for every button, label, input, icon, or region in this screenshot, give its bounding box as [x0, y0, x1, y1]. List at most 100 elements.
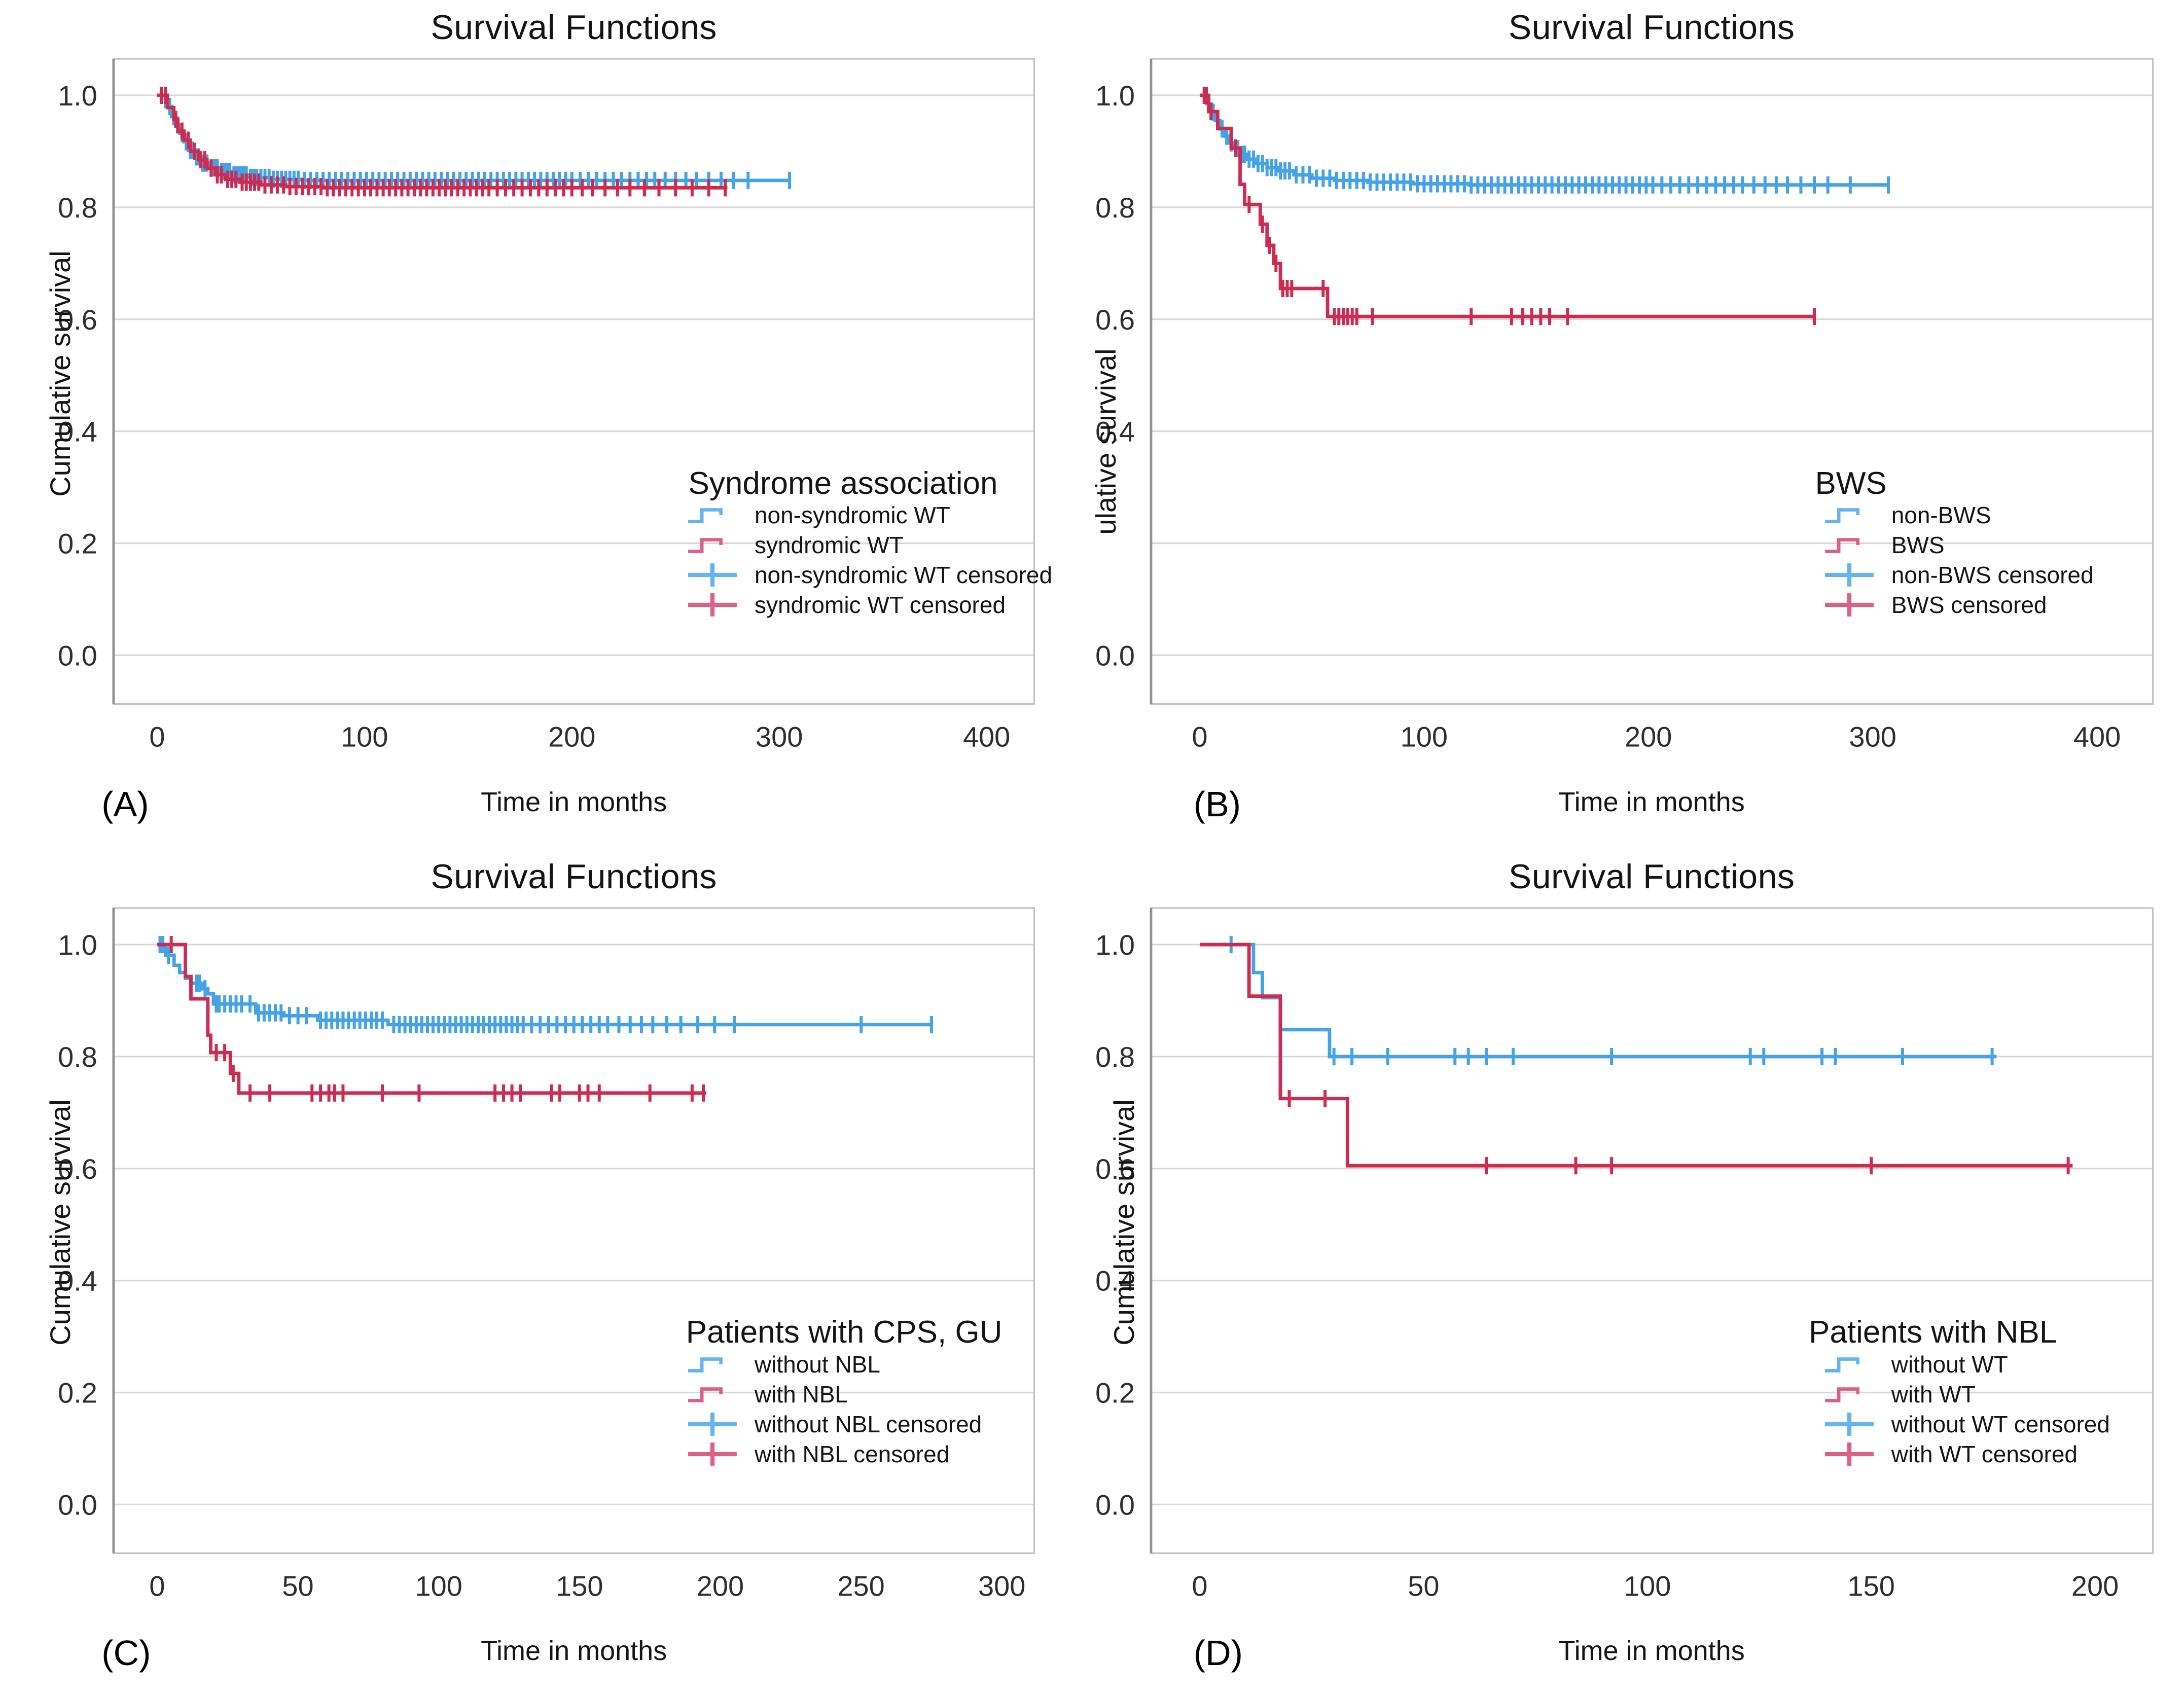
legend-entry: non-syndromic WT	[683, 502, 1052, 528]
plot-svg-A: 0.0 0.2 0.4 0.6 0.8 1.0 0 100 200 300 400	[58, 58, 1035, 752]
censor-plus-swatch-icon	[1824, 563, 1874, 587]
svg-text:0.8: 0.8	[58, 192, 97, 224]
svg-text:0.2: 0.2	[58, 1377, 97, 1408]
legend-title: Patients with NBL	[1809, 1315, 2057, 1350]
svg-text:0: 0	[149, 1570, 165, 1602]
svg-text:50: 50	[1408, 1570, 1439, 1602]
legend-entry: BWS	[1819, 532, 2094, 558]
panel-letter: (D)	[1193, 1633, 1243, 1673]
legend-entry: non-syndromic WT censored	[683, 562, 1052, 588]
svg-text:0.6: 0.6	[1095, 1152, 1135, 1184]
svg-text:100: 100	[1624, 1570, 1671, 1602]
legend-entry: without NBL	[683, 1352, 982, 1377]
svg-text:0.0: 0.0	[58, 1489, 97, 1521]
x-axis-label: Time in months	[1558, 786, 1745, 817]
censor-plus-swatch-icon	[688, 593, 737, 617]
legend-entry-label: without NBL	[754, 1351, 880, 1378]
legend-entry: without WT censored	[1819, 1412, 2110, 1437]
chart-title: Survival Functions	[431, 857, 717, 896]
legend-entry: BWS censored	[1819, 592, 2094, 618]
legend-entry-label: syndromic WT	[754, 532, 904, 559]
x-axis-label: Time in months	[481, 1636, 667, 1667]
svg-text:200: 200	[548, 720, 595, 752]
censor-plus-swatch-icon	[688, 1442, 737, 1466]
step-line-swatch-icon	[688, 1357, 723, 1372]
svg-text:250: 250	[837, 1570, 884, 1602]
y-axis-label: ulative survival	[1092, 348, 1122, 535]
svg-text:50: 50	[282, 1570, 313, 1602]
svg-text:1.0: 1.0	[58, 80, 97, 112]
svg-text:0.4: 0.4	[1095, 1265, 1135, 1296]
svg-text:150: 150	[1847, 1570, 1894, 1602]
legend-entry-label: with NBL censored	[754, 1440, 950, 1467]
censor-plus-swatch-icon	[1824, 1442, 1874, 1466]
y-axis-label: Cumulative survival	[1107, 1099, 1140, 1346]
svg-text:0.6: 0.6	[58, 1152, 97, 1184]
legend-title: Patients with CPS, GU	[686, 1315, 1003, 1350]
legend-entry-label: non-BWS	[1891, 502, 1991, 529]
legend-entry-label: non-syndromic WT	[754, 502, 950, 529]
legend-title: Syndrome association	[688, 465, 998, 501]
svg-text:1.0: 1.0	[1095, 80, 1135, 112]
chart-title: Survival Functions	[1508, 8, 1795, 47]
legend-entry: syndromic WT censored	[683, 592, 1052, 618]
svg-text:0.2: 0.2	[58, 528, 97, 560]
panel-letter: (B)	[1193, 784, 1241, 824]
legend-entries: without NBL with NBL without NBL censored w…	[683, 1352, 982, 1471]
legend-entry-label: with WT	[1891, 1381, 1976, 1407]
legend-entries: non-syndromic WT syndromic WT non-syndromi…	[683, 502, 1052, 622]
svg-text:300: 300	[978, 1570, 1025, 1602]
svg-text:0.6: 0.6	[58, 304, 97, 336]
step-line-swatch-icon	[1824, 1357, 1859, 1372]
censor-plus-swatch-icon	[1824, 1412, 1874, 1436]
panel-letter: (C)	[101, 1633, 151, 1673]
svg-text:200: 200	[697, 1570, 744, 1602]
legend-entry-label: non-syndromic WT censored	[754, 562, 1053, 589]
svg-text:300: 300	[756, 720, 803, 752]
legend-entry: with WT	[1819, 1382, 2110, 1407]
censor-plus-swatch-icon	[688, 1412, 737, 1436]
svg-text:0.4: 0.4	[58, 1265, 97, 1296]
svg-text:0.4: 0.4	[1095, 416, 1135, 448]
step-line-swatch-icon	[688, 538, 723, 554]
step-line-swatch-icon	[688, 508, 723, 524]
svg-text:0: 0	[149, 720, 165, 752]
plot-svg-B: 0.0 0.4 0.6 0.8 1.0 0 100 200 300 400	[1095, 58, 2154, 752]
svg-text:400: 400	[2073, 720, 2120, 752]
legend-entry-label: syndromic WT censored	[754, 592, 1006, 619]
svg-text:0: 0	[1192, 1570, 1207, 1602]
svg-text:0.0: 0.0	[1095, 639, 1135, 671]
legend-entry: without NBL censored	[683, 1412, 982, 1437]
y-axis-label: Cumulative survival	[44, 250, 76, 497]
legend-entry: syndromic WT	[683, 532, 1052, 558]
legend-entry: with NBL censored	[683, 1441, 982, 1467]
svg-text:1.0: 1.0	[58, 929, 97, 961]
svg-text:0.8: 0.8	[1095, 1040, 1135, 1072]
svg-text:150: 150	[556, 1570, 603, 1602]
legend-entries: without WT with WT without WT censored with…	[1819, 1352, 2110, 1471]
x-axis-label: Time in months	[1558, 1636, 1745, 1667]
plot-svg-D: 0.0 0.2 0.4 0.6 0.8 1.0 0 50 100 150 200	[1095, 907, 2154, 1602]
svg-text:200: 200	[1625, 720, 1672, 752]
legend-entry: without WT	[1819, 1352, 2110, 1377]
svg-text:100: 100	[1400, 720, 1447, 752]
y-axis-label: Cumulative survival	[44, 1099, 76, 1346]
legend-entry-label: BWS censored	[1891, 592, 2047, 619]
plot-svg-C: 0.0 0.2 0.4 0.6 0.8 1.0 0 50 100 150 200 250 300	[58, 907, 1035, 1602]
legend-entry: non-BWS censored	[1819, 562, 2094, 588]
legend-title: BWS	[1815, 465, 1887, 501]
svg-text:0.4: 0.4	[58, 416, 97, 448]
svg-text:0.8: 0.8	[58, 1040, 97, 1072]
svg-text:0.0: 0.0	[1095, 1489, 1135, 1521]
panel-D: 0.0 0.2 0.4 0.6 0.8 1.0 0 50 100 150 200 Survival …	[1092, 849, 2184, 1698]
chart-title: Survival Functions	[431, 8, 717, 47]
svg-text:0.2: 0.2	[1095, 1377, 1135, 1408]
svg-text:0: 0	[1192, 720, 1207, 752]
censor-plus-swatch-icon	[1824, 593, 1874, 617]
legend-entry-label: BWS	[1891, 532, 1945, 559]
step-line-swatch-icon	[688, 1387, 723, 1402]
svg-text:100: 100	[415, 1570, 462, 1602]
panel-letter: (A)	[101, 784, 149, 824]
legend-entry-label: with NBL	[754, 1381, 848, 1407]
